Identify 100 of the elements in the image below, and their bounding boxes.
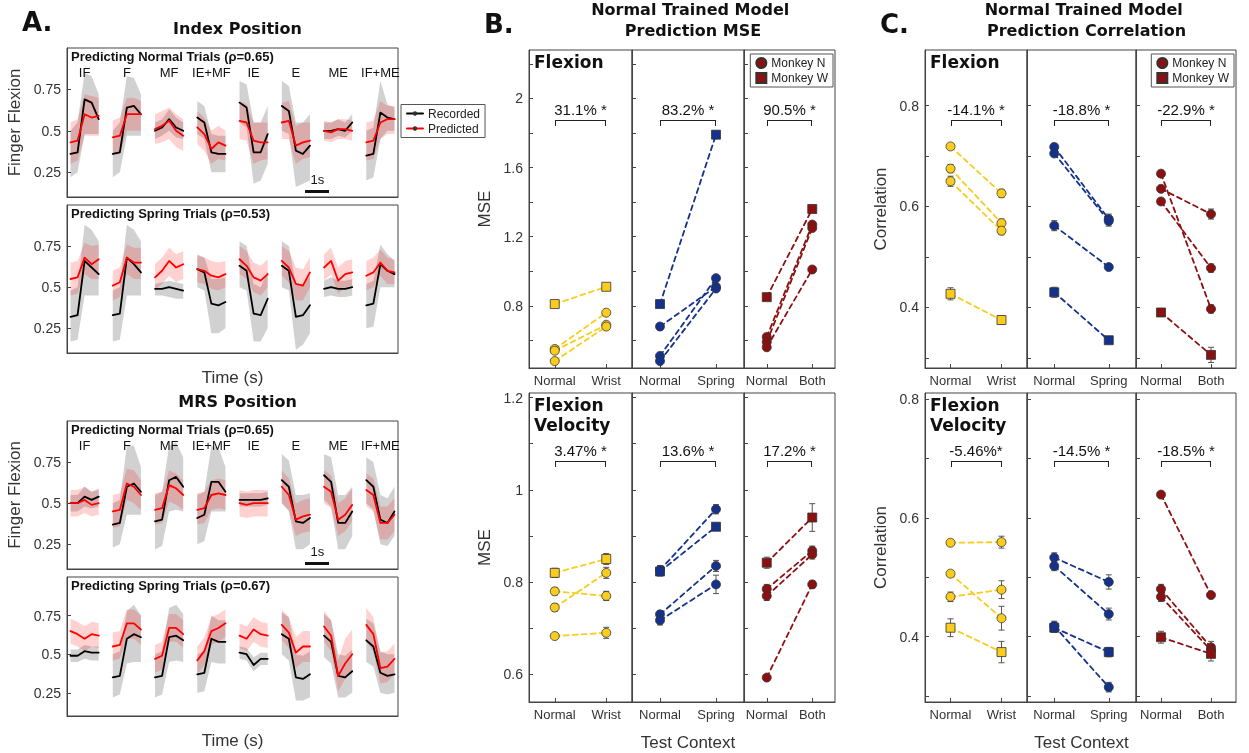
x-tick-label: Normal [929, 373, 972, 388]
y-tick-label: 0.5 [41, 495, 62, 512]
x-tick-label: Normal [745, 373, 788, 388]
x-tick-label: Both [798, 707, 826, 722]
x-tick-label: Normal [1033, 707, 1076, 722]
annotation: -22.9% * [1157, 100, 1215, 119]
annotation: Flexion Velocity [930, 395, 1008, 436]
annotation: MF [159, 438, 179, 454]
legend-label: Monkey N [1172, 56, 1227, 70]
annotation: IF+ME [361, 438, 400, 454]
annotation: ME [328, 438, 348, 454]
x-tick-label: Spring [1089, 707, 1128, 722]
x-axis-title: Time (s) [201, 731, 264, 750]
x-tick-label: Both [798, 373, 826, 388]
y-tick-label: 0.75 [33, 238, 62, 255]
y-tick-label: 0.25 [33, 536, 62, 553]
x-tick-label: Normal [639, 373, 682, 388]
annotation: -14.5% * [1052, 441, 1111, 460]
y-tick-label: 1.6 [503, 159, 524, 176]
annotation: 1s [310, 172, 325, 188]
y-axis-title: Correlation [870, 167, 890, 251]
y-tick-label: 0.75 [33, 454, 62, 471]
x-tick-label: Both [1197, 707, 1225, 722]
y-tick-label: 0.6 [503, 666, 524, 683]
y-tick-label: 0.6 [899, 198, 920, 215]
legend-label: Monkey N [771, 56, 826, 70]
text: C. [880, 9, 909, 40]
y-tick-label: 0.25 [33, 320, 62, 337]
chart-title: MRS Position [178, 392, 297, 411]
y-tick-label: 0.25 [33, 164, 62, 181]
x-tick-label: Normal [1140, 373, 1183, 388]
y-axis-title: MSE [474, 190, 494, 228]
annotation: IE+MF [192, 65, 231, 81]
annotation: F [122, 438, 131, 454]
y-tick-label: 0.8 [899, 97, 920, 114]
y-tick-label: 0.4 [899, 628, 920, 645]
y-tick-label: 0.4 [899, 299, 920, 316]
annotation: 3.47% * [554, 441, 607, 460]
chart-title: Normal Trained Model Prediction MSE [591, 0, 795, 40]
annotation: IF [78, 438, 91, 454]
annotation: -14.1% * [947, 100, 1005, 119]
chart-title: Index Position [173, 19, 302, 38]
x-tick-label: Wrist [591, 373, 622, 388]
annotation: E [291, 438, 301, 454]
text: B. [484, 9, 514, 40]
legend-label: Monkey W [771, 71, 829, 85]
x-axis-title: Test Context [1034, 733, 1130, 752]
annotation: 13.6% * [661, 441, 715, 460]
x-tick-label: Normal [745, 707, 788, 722]
annotation: 17.2% * [763, 441, 816, 460]
chart-subtitle: Predicting Normal Trials (ρ=0.65) [71, 422, 274, 438]
y-tick-label: 0.75 [33, 81, 62, 98]
annotation: MF [159, 65, 179, 81]
chart-subtitle: Predicting Spring Trials (ρ=0.67) [71, 578, 271, 594]
y-tick-label: 0.75 [33, 607, 62, 624]
annotation: IF+ME [361, 65, 400, 81]
chart-title: Normal Trained Model Prediction Correlation [984, 0, 1189, 40]
legend-label: Monkey W [1172, 71, 1230, 85]
x-tick-label: Normal [533, 707, 576, 722]
y-axis-title: MSE [474, 529, 494, 566]
x-tick-label: Normal [929, 707, 972, 722]
annotation: -18.5% * [1157, 441, 1215, 460]
annotation: 83.2% * [661, 100, 715, 119]
y-tick-label: 2 [515, 90, 524, 107]
annotation: IE [247, 65, 260, 81]
annotation: Flexion [534, 52, 605, 73]
x-tick-label: Spring [697, 373, 735, 388]
x-tick-label: Normal [1033, 373, 1076, 388]
y-tick-label: 1.2 [503, 228, 524, 245]
y-tick-label: 1.2 [503, 389, 524, 406]
annotation: F [122, 65, 131, 81]
legend-label: Predicted [428, 121, 479, 136]
y-axis-title: Finger Flexion [4, 68, 24, 177]
x-axis-title: Time (s) [201, 368, 264, 387]
annotation: Flexion Velocity [534, 395, 612, 436]
text: A. [22, 7, 53, 38]
y-axis-title: Correlation [870, 505, 890, 590]
y-axis-title: Finger Flexion [4, 441, 24, 549]
annotation: IF [78, 65, 91, 81]
y-tick-label: 0.8 [899, 390, 920, 407]
x-tick-label: Wrist [591, 707, 622, 722]
annotation: E [291, 65, 301, 81]
annotation: -5.46%* [949, 441, 1003, 460]
annotation: 31.1% * [554, 100, 607, 119]
legend-label: Recorded [428, 106, 481, 121]
annotation: IE+MF [192, 438, 231, 454]
x-tick-label: Both [1197, 373, 1225, 388]
y-tick-label: 0.5 [41, 279, 62, 296]
x-tick-label: Wrist [986, 707, 1017, 722]
y-tick-label: 1 [515, 481, 524, 498]
x-tick-label: Wrist [986, 373, 1017, 388]
annotation: Flexion [930, 52, 1001, 73]
y-tick-label: 0.5 [41, 646, 62, 663]
annotation: ME [328, 65, 348, 81]
y-tick-label: 0.6 [899, 509, 920, 526]
annotation: -18.8% * [1052, 100, 1111, 119]
y-tick-label: 0.25 [33, 684, 62, 701]
chart-subtitle: Predicting Normal Trials (ρ=0.65) [71, 49, 274, 65]
x-tick-label: Normal [1140, 707, 1183, 722]
chart-subtitle: Predicting Spring Trials (ρ=0.53) [71, 206, 271, 222]
